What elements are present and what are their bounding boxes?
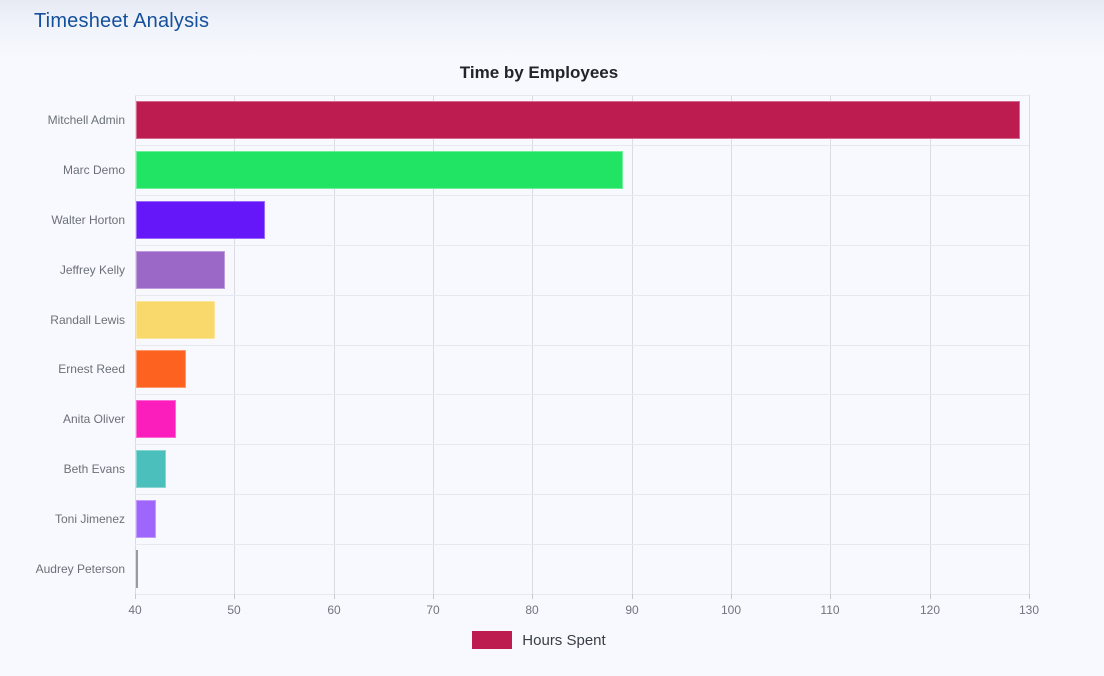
- bar-marc-demo[interactable]: [136, 151, 623, 189]
- x-axis-tick-label: 90: [625, 603, 639, 617]
- vertical-gridline: [334, 95, 335, 594]
- y-axis-label: Walter Horton: [51, 212, 125, 227]
- x-axis-tick: [830, 594, 831, 599]
- y-axis-label: Beth Evans: [63, 462, 125, 477]
- timesheet-bar-chart: Time by Employees Mitchell Admin Marc Dem…: [34, 60, 1044, 668]
- vertical-gridline: [135, 95, 136, 594]
- bar-toni-jimenez[interactable]: [136, 500, 156, 538]
- y-axis-label: Anita Oliver: [62, 412, 125, 427]
- bar-mitchell-admin[interactable]: [136, 101, 1020, 139]
- horizontal-gridline: [135, 544, 1029, 545]
- y-axis-label: Marc Demo: [62, 162, 125, 177]
- bar-audrey-peterson[interactable]: [136, 550, 138, 588]
- vertical-gridline: [234, 95, 235, 594]
- vertical-gridline: [930, 95, 931, 594]
- bar-jeffrey-kelly[interactable]: [136, 251, 225, 289]
- x-axis-tick-label: 80: [525, 603, 539, 617]
- vertical-gridline: [830, 95, 831, 594]
- y-axis-label: Mitchell Admin: [47, 112, 125, 127]
- bar-ernest-reed[interactable]: [136, 350, 186, 388]
- x-axis-tick-label: 70: [426, 603, 440, 617]
- y-axis-label: Randall Lewis: [50, 312, 125, 327]
- y-axis-label: Toni Jimenez: [54, 512, 125, 527]
- x-axis-tick: [234, 594, 235, 599]
- vertical-gridline: [433, 95, 434, 594]
- x-axis-tick-label: 60: [327, 603, 341, 617]
- vertical-gridline: [532, 95, 533, 594]
- x-axis-tick-label: 120: [919, 603, 941, 617]
- horizontal-gridline: [135, 494, 1029, 495]
- x-axis-tick: [731, 594, 732, 599]
- legend-label: Hours Spent: [522, 631, 606, 649]
- page-title: Timesheet Analysis: [34, 10, 210, 32]
- y-axis-label: Ernest Reed: [58, 362, 125, 377]
- x-axis-tick-label: 100: [720, 603, 742, 617]
- x-axis-tick: [930, 594, 931, 599]
- x-axis-tick: [1029, 594, 1030, 599]
- bar-beth-evans[interactable]: [136, 450, 166, 488]
- x-axis-tick: [532, 594, 533, 599]
- y-axis-label: Audrey Peterson: [35, 562, 125, 577]
- vertical-gridline: [632, 95, 633, 594]
- bar-anita-oliver[interactable]: [136, 400, 176, 438]
- x-axis-tick: [334, 594, 335, 599]
- horizontal-gridline: [135, 295, 1029, 296]
- chart-title: Time by Employees: [459, 63, 619, 82]
- x-axis-tick: [632, 594, 633, 599]
- horizontal-gridline: [135, 145, 1029, 146]
- horizontal-gridline: [135, 195, 1029, 196]
- horizontal-gridline: [135, 444, 1029, 445]
- x-axis-tick-label: 110: [820, 603, 840, 617]
- horizontal-gridline: [135, 394, 1029, 395]
- x-axis-tick: [433, 594, 434, 599]
- x-axis-tick-label: 40: [128, 603, 142, 617]
- x-axis-tick-label: 130: [1018, 603, 1040, 617]
- horizontal-gridline: [135, 345, 1029, 346]
- bar-walter-horton[interactable]: [136, 201, 265, 239]
- horizontal-gridline: [135, 594, 1029, 595]
- legend-item-hours-spent[interactable]: Hours Spent: [34, 631, 1044, 649]
- legend-color-swatch: [472, 631, 513, 649]
- horizontal-gridline: [135, 95, 1029, 96]
- vertical-gridline: [731, 95, 732, 594]
- x-axis-tick: [135, 594, 136, 599]
- vertical-gridline: [1029, 95, 1030, 594]
- y-axis-label: Jeffrey Kelly: [59, 262, 125, 277]
- horizontal-gridline: [135, 245, 1029, 246]
- chart-plot-area: [135, 95, 1030, 595]
- bar-randall-lewis[interactable]: [136, 301, 215, 339]
- x-axis-tick-label: 50: [227, 603, 241, 617]
